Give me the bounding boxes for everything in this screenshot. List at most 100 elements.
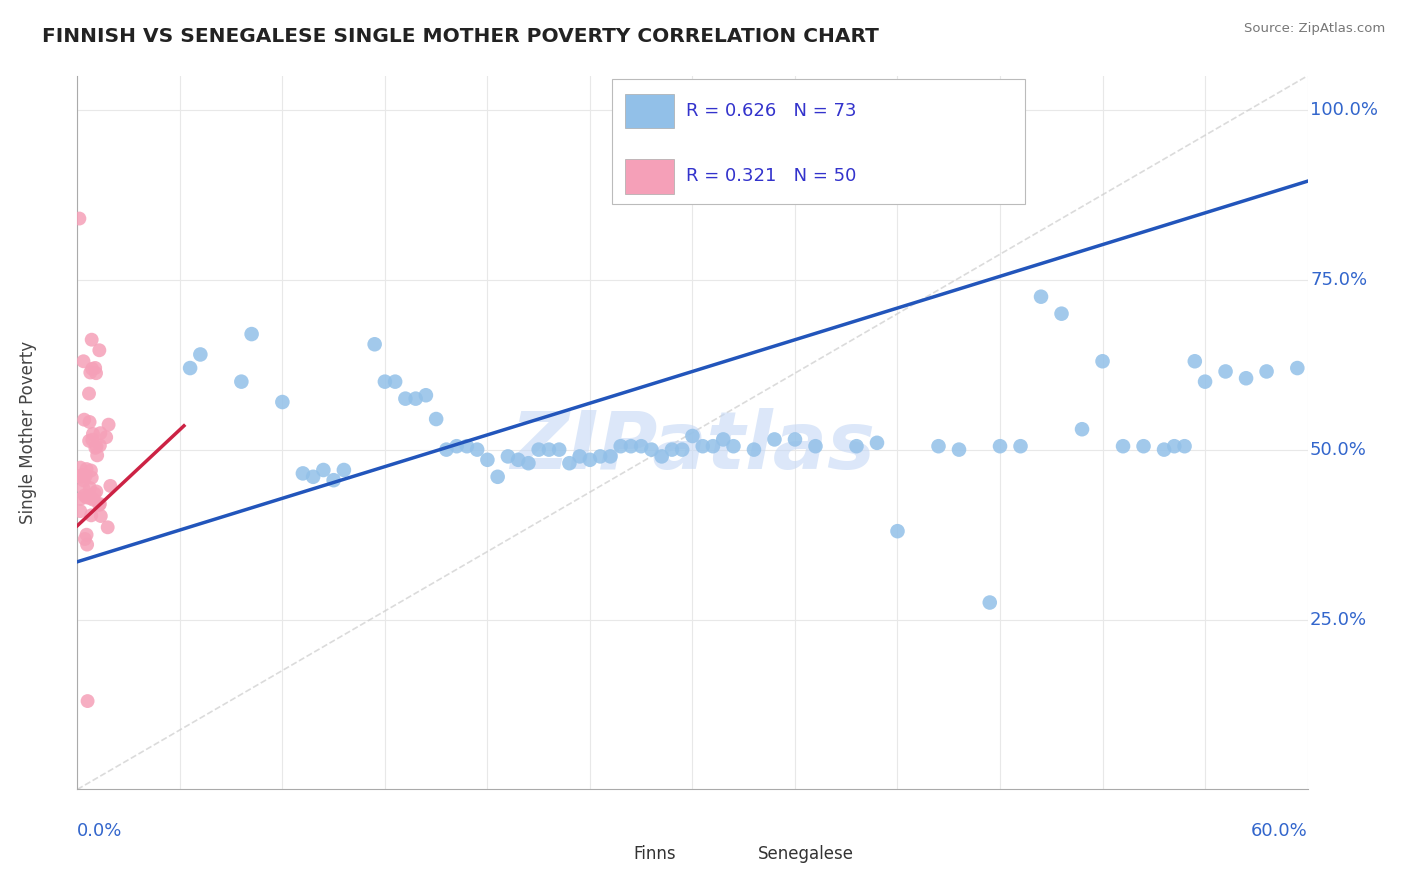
Text: Senegalese: Senegalese — [758, 845, 853, 863]
Point — [558, 456, 581, 470]
Point — [948, 442, 970, 457]
Point — [80, 471, 103, 485]
Point — [73, 532, 96, 546]
Point — [90, 508, 112, 523]
Point — [692, 439, 714, 453]
Point — [363, 337, 385, 351]
Point — [188, 347, 212, 361]
Point — [620, 439, 643, 453]
Point — [1010, 439, 1032, 453]
Point — [496, 450, 519, 464]
Point — [97, 520, 120, 534]
Point — [97, 417, 120, 432]
Point — [82, 426, 104, 441]
Point — [73, 488, 96, 502]
Text: FINNISH VS SENEGALESE SINGLE MOTHER POVERTY CORRELATION CHART: FINNISH VS SENEGALESE SINGLE MOTHER POVE… — [42, 27, 879, 45]
Point — [73, 412, 96, 426]
Point — [1234, 371, 1257, 385]
Point — [89, 426, 111, 441]
Point — [711, 433, 734, 447]
Point — [446, 439, 468, 453]
Point — [76, 538, 98, 552]
Text: Single Mother Poverty: Single Mother Poverty — [20, 341, 37, 524]
Bar — [624, 94, 673, 128]
Point — [1071, 422, 1094, 436]
Point — [651, 450, 673, 464]
Point — [72, 468, 94, 483]
Point — [866, 435, 889, 450]
Text: 75.0%: 75.0% — [1310, 270, 1367, 289]
Bar — [624, 160, 673, 194]
Point — [75, 468, 97, 483]
Point — [89, 343, 111, 358]
Bar — [600, 845, 627, 863]
Point — [1163, 439, 1185, 453]
Text: 50.0%: 50.0% — [1310, 441, 1367, 458]
Point — [83, 486, 105, 500]
Point — [82, 361, 104, 376]
Point — [67, 211, 90, 226]
Point — [415, 388, 437, 402]
Point — [86, 448, 108, 462]
Point — [405, 392, 427, 406]
Point — [77, 386, 100, 401]
Point — [486, 470, 509, 484]
Point — [579, 452, 602, 467]
Point — [661, 442, 683, 457]
Point — [568, 450, 591, 464]
Point — [425, 412, 447, 426]
Point — [76, 694, 98, 708]
Point — [742, 442, 765, 457]
Point — [89, 498, 111, 512]
Point — [312, 463, 335, 477]
Point — [79, 481, 101, 495]
Point — [928, 439, 950, 453]
Point — [98, 479, 121, 493]
Point — [465, 442, 488, 457]
Point — [537, 442, 560, 457]
Point — [640, 442, 662, 457]
Point — [77, 434, 100, 448]
Point — [72, 354, 94, 368]
Point — [477, 452, 499, 467]
Point — [609, 439, 631, 453]
Point — [384, 375, 406, 389]
Point — [69, 504, 91, 518]
Point — [84, 484, 107, 499]
Point — [1112, 439, 1135, 453]
Point — [1050, 307, 1073, 321]
Point — [1153, 442, 1175, 457]
Point — [271, 395, 294, 409]
Point — [1184, 354, 1206, 368]
Bar — [613, 79, 1025, 204]
Point — [89, 438, 111, 452]
Point — [240, 327, 263, 342]
Point — [302, 470, 325, 484]
Point — [76, 491, 98, 505]
Point — [76, 527, 98, 541]
Point — [231, 375, 253, 389]
Point — [96, 430, 118, 444]
Point — [599, 450, 621, 464]
Text: Source: ZipAtlas.com: Source: ZipAtlas.com — [1244, 22, 1385, 36]
Point — [723, 439, 745, 453]
Point — [436, 442, 458, 457]
Text: 100.0%: 100.0% — [1310, 101, 1378, 119]
Point — [80, 508, 103, 523]
Point — [456, 439, 478, 453]
Point — [82, 492, 104, 507]
Point — [69, 469, 91, 483]
Point — [1215, 364, 1237, 378]
Point — [548, 442, 571, 457]
Point — [79, 415, 101, 429]
Point — [1194, 375, 1216, 389]
Point — [1132, 439, 1154, 453]
Point — [671, 442, 693, 457]
Point — [82, 433, 104, 447]
Point — [80, 463, 103, 477]
Text: Finns: Finns — [634, 845, 676, 863]
Point — [79, 490, 101, 504]
Point — [89, 497, 111, 511]
Point — [1174, 439, 1197, 453]
Point — [1029, 290, 1052, 304]
